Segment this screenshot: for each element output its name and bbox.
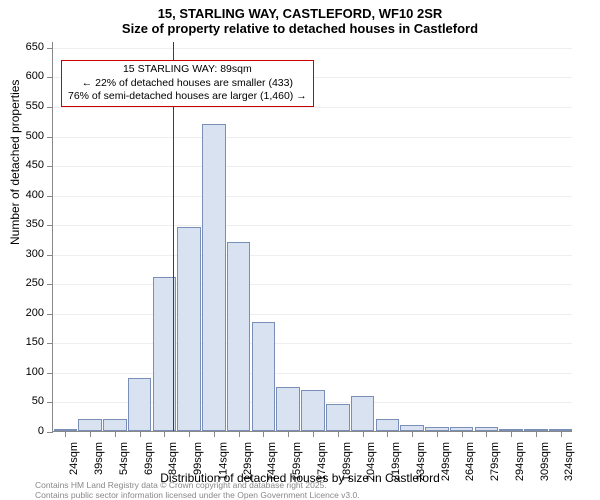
- y-tick-label: 150: [14, 336, 44, 348]
- y-tick-label: 650: [14, 41, 44, 53]
- histogram-bar: [202, 124, 226, 431]
- y-tick-label: 200: [14, 307, 44, 319]
- annotation-line3: 76% of semi-detached houses are larger (…: [68, 90, 307, 104]
- annotation-box: 15 STARLING WAY: 89sqm← 22% of detached …: [61, 60, 314, 107]
- y-tick-label: 300: [14, 248, 44, 260]
- footer-attribution: Contains HM Land Registry data © Crown c…: [35, 481, 360, 500]
- y-tick-label: 250: [14, 277, 44, 289]
- annotation-line2: ← 22% of detached houses are smaller (43…: [68, 77, 307, 91]
- y-tick-label: 500: [14, 130, 44, 142]
- footer-line2: Contains public sector information licen…: [35, 491, 360, 500]
- y-tick-label: 0: [14, 425, 44, 437]
- histogram-bar: [227, 242, 251, 431]
- histogram-bar: [326, 404, 350, 431]
- histogram-bar: [252, 322, 276, 431]
- plot-area: 0501001502002503003504004505005506006502…: [52, 42, 572, 432]
- histogram-chart: 0501001502002503003504004505005506006502…: [52, 42, 572, 442]
- y-tick-label: 100: [14, 366, 44, 378]
- y-tick-label: 350: [14, 218, 44, 230]
- histogram-bar: [301, 390, 325, 431]
- page-subtitle: Size of property relative to detached ho…: [0, 21, 600, 36]
- y-tick-label: 450: [14, 159, 44, 171]
- y-tick-label: 550: [14, 100, 44, 112]
- y-tick-label: 600: [14, 70, 44, 82]
- y-tick-label: 400: [14, 189, 44, 201]
- annotation-line1: 15 STARLING WAY: 89sqm: [68, 63, 307, 77]
- page-title: 15, STARLING WAY, CASTLEFORD, WF10 2SR: [0, 6, 600, 21]
- histogram-bar: [276, 387, 300, 431]
- histogram-bar: [351, 396, 375, 431]
- histogram-bar: [128, 378, 152, 431]
- histogram-bar: [103, 419, 127, 431]
- histogram-bar: [177, 227, 201, 431]
- y-tick-label: 50: [14, 395, 44, 407]
- histogram-bar: [78, 419, 102, 431]
- histogram-bar: [376, 419, 400, 431]
